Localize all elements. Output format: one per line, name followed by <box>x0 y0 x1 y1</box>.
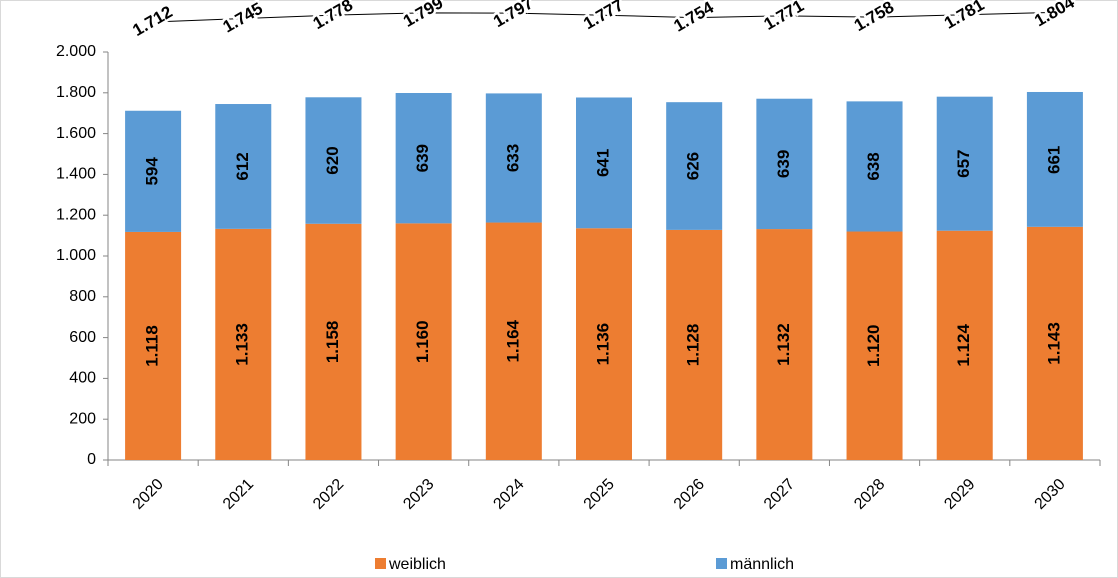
y-tick-label: 2.000 <box>56 43 96 60</box>
y-tick-label: 200 <box>69 410 96 427</box>
bar-segment <box>936 230 993 460</box>
bar-segment <box>125 110 182 232</box>
bar-segment <box>756 98 813 230</box>
bar-segment <box>666 102 723 230</box>
bar-segment <box>1026 226 1083 460</box>
bar-segment <box>125 231 182 460</box>
data-label: 639 <box>774 150 793 178</box>
bar-segment <box>576 228 632 460</box>
bar-segment <box>395 93 452 224</box>
data-label: 1.132 <box>774 323 793 366</box>
bar-segment <box>215 104 272 229</box>
data-label: 620 <box>323 146 342 174</box>
bar-segment <box>1026 91 1083 227</box>
bar-segment <box>485 222 542 460</box>
legend-label: weiblich <box>388 556 446 573</box>
bar-segment <box>215 228 272 460</box>
data-label: 1.158 <box>323 321 342 364</box>
bar-segment <box>666 229 723 460</box>
data-label: 1.164 <box>503 319 522 362</box>
y-tick-label: 600 <box>69 329 96 346</box>
legend-label: männlich <box>730 556 794 573</box>
legend-swatch <box>375 558 386 569</box>
data-label: 661 <box>1044 146 1063 174</box>
y-tick-label: 0 <box>87 451 96 468</box>
total-line <box>153 11 1055 23</box>
data-label: 612 <box>233 152 252 180</box>
bar-segment <box>485 93 542 223</box>
bar-segment <box>846 101 903 232</box>
data-label: 1.120 <box>864 324 883 367</box>
data-label: 1.118 <box>143 325 162 367</box>
data-label: 1.128 <box>684 324 703 367</box>
bar-segment <box>305 223 362 460</box>
bar-segment <box>936 96 993 231</box>
y-tick-label: 1.200 <box>56 206 96 223</box>
y-tick-label: 1.800 <box>56 84 96 101</box>
data-label: 633 <box>503 144 522 172</box>
y-tick-label: 1.400 <box>56 166 96 183</box>
data-label: 1.143 <box>1044 322 1063 365</box>
legend-swatch <box>716 558 727 569</box>
data-label: 1.133 <box>233 323 252 366</box>
bar-segment <box>576 97 632 229</box>
bar-segment <box>305 97 362 224</box>
data-label: 1.136 <box>593 323 612 366</box>
y-tick-label: 1.000 <box>56 247 96 264</box>
bar-segment <box>846 231 903 460</box>
data-label: 1.124 <box>954 324 973 367</box>
bar-segment <box>756 229 813 460</box>
data-label: 626 <box>684 152 703 180</box>
y-tick-label: 800 <box>69 288 96 305</box>
data-label: 594 <box>143 157 162 186</box>
y-tick-label: 1.600 <box>56 125 96 142</box>
y-tick-label: 400 <box>69 370 96 387</box>
data-label: 657 <box>954 150 973 178</box>
data-label: 639 <box>413 144 432 172</box>
data-label: 638 <box>864 152 883 180</box>
data-label: 641 <box>593 149 612 177</box>
data-label: 1.160 <box>413 320 432 363</box>
bar-segment <box>395 223 452 460</box>
